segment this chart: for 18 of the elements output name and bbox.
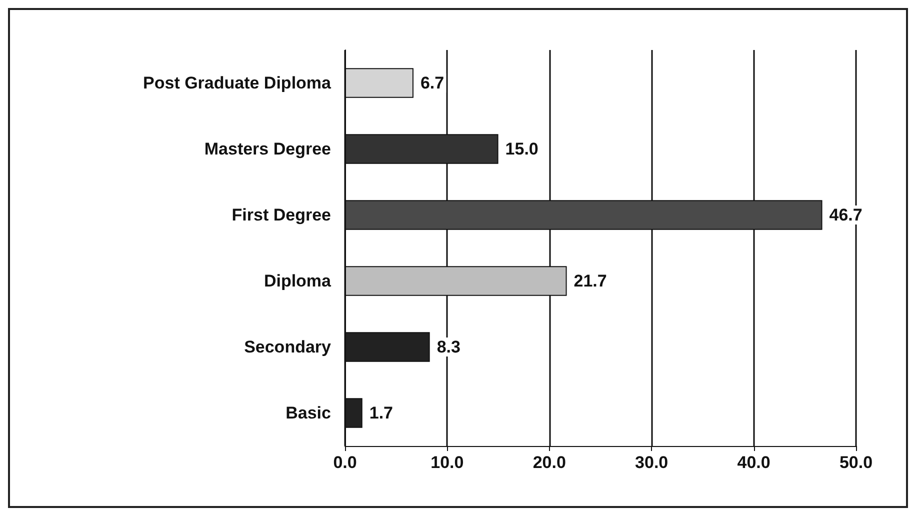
data-label: 8.3 [436,338,460,356]
data-label: 21.7 [574,272,607,290]
y-tick-label: Diploma [264,272,332,290]
y-tick-label: Post Graduate Diploma [143,74,332,92]
y-tick-label: First Degree [232,206,331,224]
y-tick-label: Basic [286,404,331,422]
y-tick-label: Secondary [244,338,332,356]
x-tick-label: 0.0 [333,453,357,472]
y-tick-label: Masters Degree [204,140,331,158]
x-tick-label: 30.0 [635,453,668,472]
x-tick-label: 50.0 [839,453,873,472]
x-tick-label: 10.0 [430,453,464,472]
x-tick-label: 40.0 [737,453,770,472]
data-label: 1.7 [369,404,394,422]
x-tick-label: 20.0 [532,453,566,472]
data-label: 6.7 [420,74,444,92]
data-label: 46.7 [829,206,862,224]
data-label: 15.0 [505,140,538,158]
